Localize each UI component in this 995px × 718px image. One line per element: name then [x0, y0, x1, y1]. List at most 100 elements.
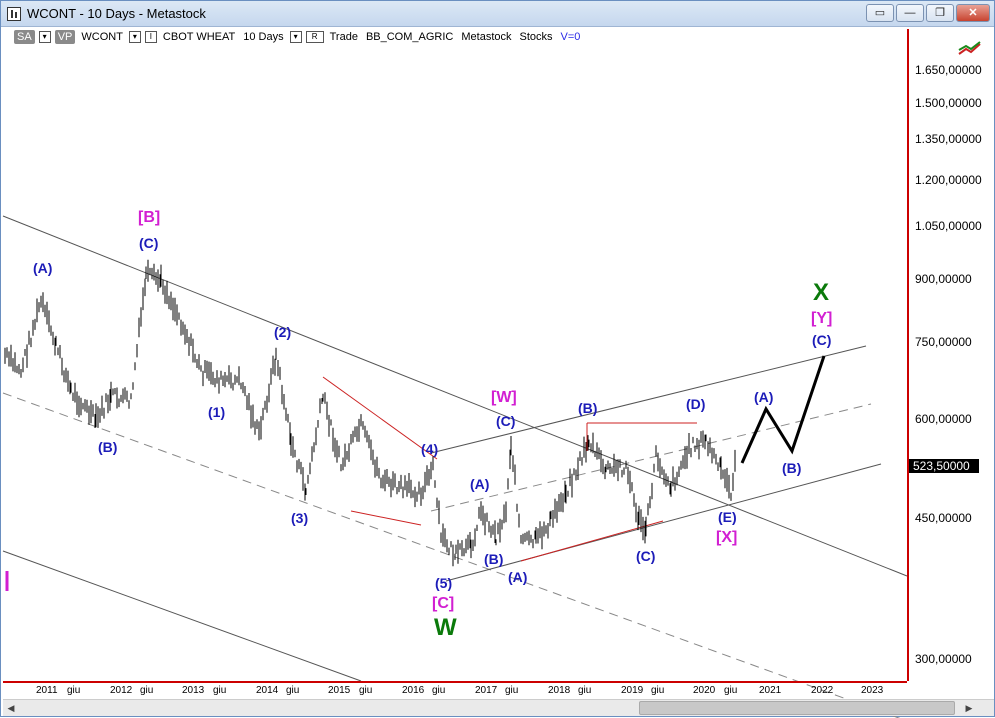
wave-label: (A)	[33, 260, 53, 276]
chart-toolbar: SA ▾ VP WCONT ▾ I CBOT WHEAT 10 Days ▾ R…	[1, 28, 901, 46]
r-dropdown-icon[interactable]: R	[305, 31, 324, 43]
year-label: 2013	[182, 685, 205, 696]
year-label: 2017	[475, 685, 498, 696]
wave-label: (B)	[98, 439, 118, 455]
period-dropdown-icon[interactable]: ▾	[289, 31, 302, 43]
wave-label: (A)	[470, 476, 490, 492]
wave-label: W	[434, 614, 457, 641]
price-label: 1.200,00000	[915, 173, 982, 187]
year-label: 2012	[110, 685, 133, 696]
year-label: 2020	[693, 685, 716, 696]
price-label: 750,00000	[915, 335, 972, 349]
month-label: giu	[286, 685, 300, 696]
title-bar[interactable]: WCONT - 10 Days - Metastock ▭ — ❐ ✕	[1, 1, 994, 27]
month-label: giu	[140, 685, 154, 696]
trendline-tool-icon[interactable]	[957, 41, 983, 57]
restore-layout-button[interactable]: ▭	[866, 4, 894, 22]
period-label[interactable]: 10 Days	[243, 31, 284, 43]
time-axis	[3, 681, 907, 699]
wave-label: [B]	[138, 209, 161, 226]
month-label: giu	[213, 685, 227, 696]
chart-app-icon	[7, 6, 21, 21]
wave-label: (4)	[421, 441, 439, 457]
app-label: Metastock	[461, 31, 512, 43]
mode-label: Trade	[329, 31, 358, 43]
month-label: giu	[651, 685, 665, 696]
volume-label: V=0	[560, 31, 581, 43]
wave-label: [Y]	[811, 310, 833, 327]
wave-label: (2)	[274, 324, 292, 340]
rising-upper-line	[430, 345, 867, 454]
minimize-button[interactable]: —	[896, 4, 924, 22]
wave-label: (C)	[812, 332, 832, 348]
wave-label: (D)	[686, 396, 706, 412]
price-axis	[907, 29, 995, 681]
year-label: 2019	[621, 685, 644, 696]
month-label: giu	[359, 685, 373, 696]
wave-label: X	[813, 279, 830, 306]
year-label: 2022	[811, 685, 834, 696]
source-label: BB_COM_AGRIC	[365, 31, 454, 43]
wave-label: [W]	[491, 389, 517, 406]
interval-icon[interactable]: I	[144, 31, 157, 43]
sa-dropdown-icon[interactable]: ▾	[38, 31, 51, 43]
wave-label: (1)	[208, 404, 226, 420]
close-button[interactable]: ✕	[956, 4, 990, 22]
price-label: 600,00000	[915, 412, 972, 426]
price-label: 900,00000	[915, 272, 972, 286]
current-price-tag: 523,50000	[909, 459, 979, 473]
wave-label: [X]	[716, 529, 738, 546]
year-label: 2011	[36, 685, 58, 696]
price-label: 450,00000	[915, 511, 972, 525]
scroll-left-icon[interactable]: ◀	[7, 703, 15, 713]
wave-label: [C]	[432, 595, 455, 612]
year-label: 2015	[328, 685, 351, 696]
scroll-right-icon[interactable]: ▶	[965, 703, 973, 713]
year-label: 2016	[402, 685, 425, 696]
type-label: Stocks	[519, 31, 553, 43]
year-label: 2021	[759, 685, 782, 696]
lower-channel-line	[2, 550, 362, 682]
price-label: 1.350,00000	[915, 132, 982, 146]
wave-label: (E)	[718, 509, 737, 525]
year-label: 2014	[256, 685, 279, 696]
month-label: giu	[67, 685, 81, 696]
wave-label: (A)	[508, 569, 528, 585]
instrument-name: CBOT WHEAT	[162, 31, 236, 43]
price-label: 300,00000	[915, 652, 972, 666]
price-label: 1.500,00000	[915, 96, 982, 110]
price-label: 1.650,00000	[915, 63, 982, 77]
month-label: giu	[505, 685, 519, 696]
year-label: 2023	[861, 685, 884, 696]
wave-label: (B)	[578, 400, 598, 416]
projection-path	[740, 355, 826, 464]
maximize-button[interactable]: ❐	[926, 4, 954, 22]
vp-button[interactable]: VP	[54, 30, 76, 44]
window-title: WCONT - 10 Days - Metastock	[27, 6, 206, 21]
price-label: 1.050,00000	[915, 219, 982, 233]
sa-button[interactable]: SA	[14, 30, 35, 44]
red-triangle-lines	[322, 376, 697, 562]
month-label: giu	[578, 685, 592, 696]
wave-label: (C)	[496, 413, 516, 429]
rising-lower-line	[445, 463, 882, 582]
price-bars	[4, 259, 736, 567]
month-label: giu	[432, 685, 446, 696]
horizontal-scrollbar[interactable]: ◀ ▶	[3, 699, 994, 716]
symbol-label[interactable]: WCONT	[81, 31, 123, 43]
wave-label: (3)	[291, 510, 309, 526]
wave-label: (B)	[484, 551, 504, 567]
wave-label: (5)	[435, 575, 453, 591]
wave-label: (B)	[782, 460, 802, 476]
wave-label: (A)	[754, 389, 774, 405]
rising-mid-line	[430, 403, 872, 512]
scrollbar-thumb[interactable]	[639, 701, 955, 715]
wave-label: (C)	[139, 235, 159, 251]
year-label: 2018	[548, 685, 571, 696]
month-label: giu	[724, 685, 738, 696]
wave-label: (C)	[636, 548, 656, 564]
symbol-dropdown-icon[interactable]: ▾	[128, 31, 141, 43]
window-controls: ▭ — ❐ ✕	[866, 4, 990, 22]
